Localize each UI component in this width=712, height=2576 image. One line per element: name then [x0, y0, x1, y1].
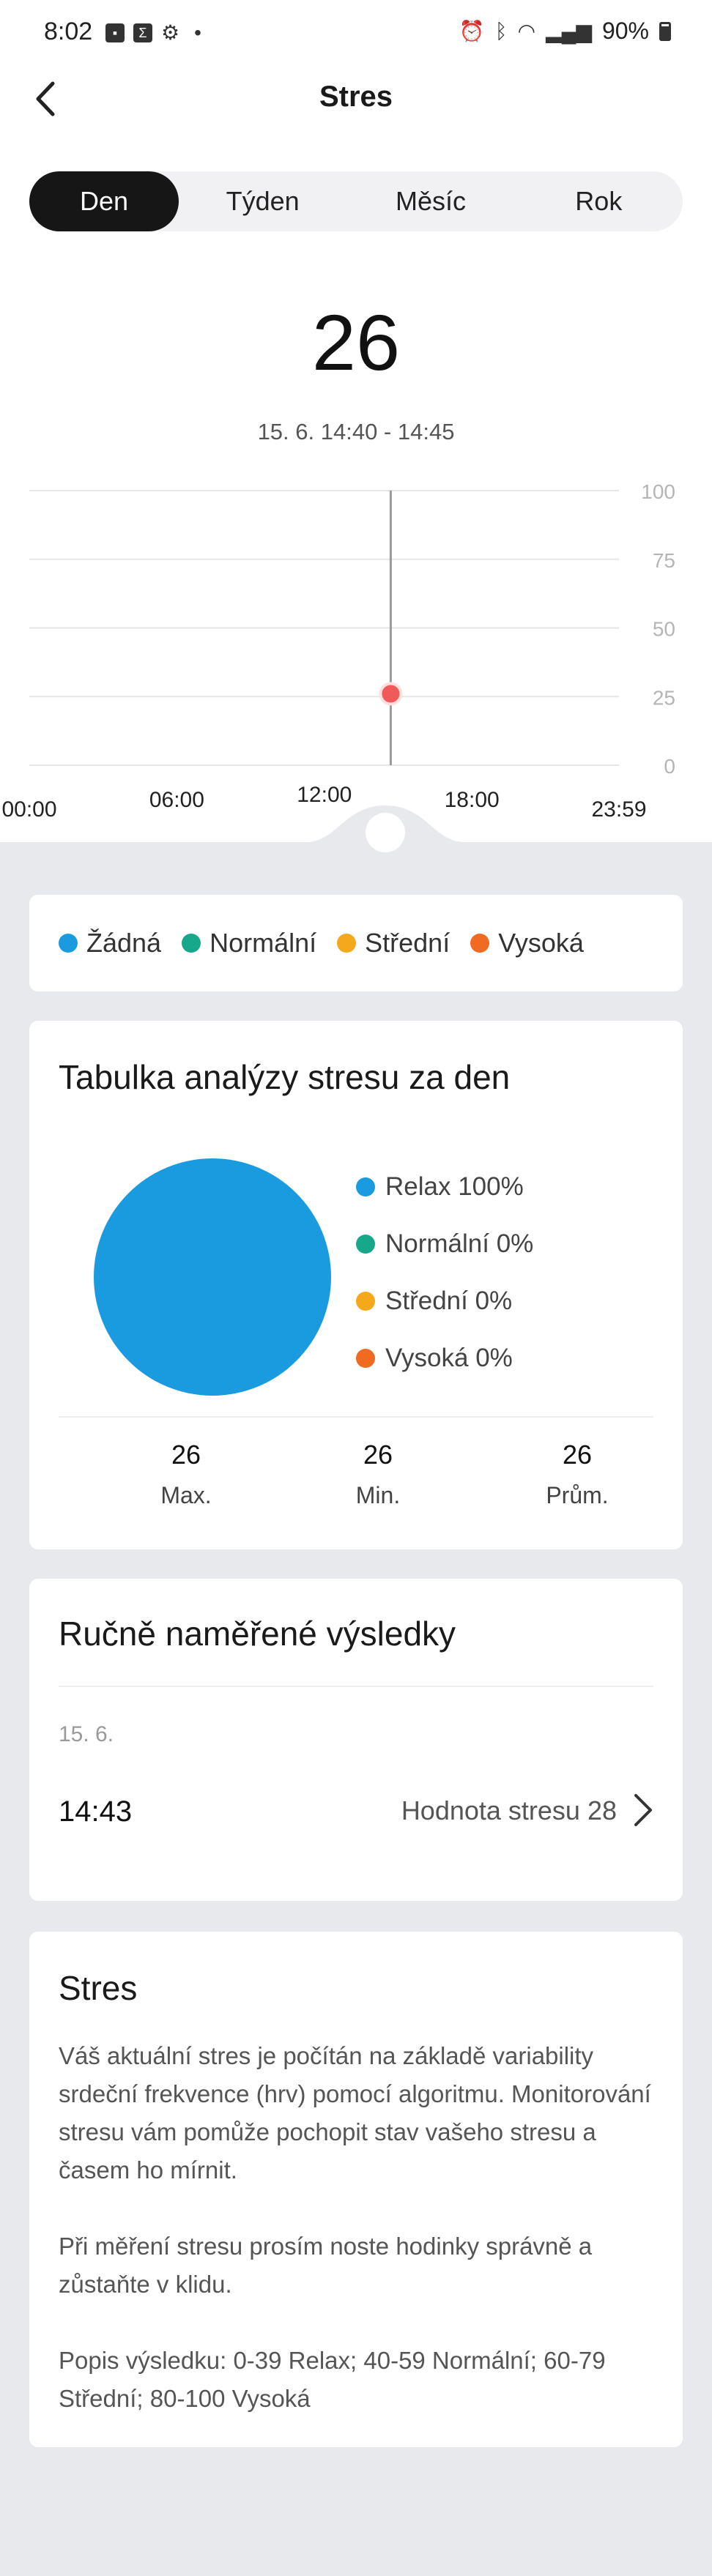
- pie-legend: Relax 100% Normální 0% Střední 0% Vysoká…: [356, 1158, 533, 1387]
- legend-dot: [182, 934, 201, 953]
- legend-item: Střední: [337, 928, 450, 958]
- x-tick-label: 06:00: [149, 788, 204, 812]
- pie-legend-dot: [356, 1292, 375, 1311]
- alarm-icon: ⏰: [459, 20, 485, 42]
- x-tick-label: 12:00: [297, 783, 352, 807]
- analysis-title: Tabulka analýzy stresu za den: [59, 1058, 511, 1096]
- legend-item: Normální: [182, 928, 316, 958]
- stress-legend: Žádná Normální Střední Vysoká: [29, 895, 683, 991]
- notification-dot: •: [194, 21, 201, 44]
- pie-legend-dot: [356, 1177, 375, 1196]
- manual-date: 15. 6.: [59, 1722, 114, 1746]
- chevron-right-icon[interactable]: [631, 1793, 653, 1828]
- stress-info-card: Stres Váš aktuální stres je počítán na z…: [29, 1932, 683, 2447]
- manual-results-card: Ručně naměřené výsledky 15. 6. 14:43 Hod…: [29, 1579, 683, 1901]
- legend-dot: [59, 934, 78, 953]
- gear-icon: ⚙: [161, 21, 180, 44]
- y-tick-label: 50: [653, 618, 675, 641]
- x-tick-label: 18:00: [445, 788, 500, 812]
- pie-legend-item: Vysoká 0%: [356, 1330, 533, 1387]
- app-header: Stres: [0, 66, 712, 132]
- y-tick-label: 75: [653, 549, 675, 572]
- pie-legend-dot: [356, 1349, 375, 1368]
- pie-legend-dot: [356, 1235, 375, 1254]
- info-text: Váš aktuální stres je počítán na základě…: [59, 2042, 651, 2412]
- stress-chart[interactable]: 100 75 50 25 0 00:00 06:00 12:00 18:00 23:59: [0, 469, 712, 857]
- stat-avg: 26 Prům.: [546, 1440, 609, 1508]
- pie-legend-item: Normální 0%: [356, 1216, 533, 1273]
- time-range: 15. 6. 14:40 - 14:45: [257, 419, 455, 444]
- signal-icon: ▂▄▆: [546, 20, 592, 42]
- chart-base-curve: [0, 805, 712, 857]
- pie-legend-item: Relax 100%: [356, 1158, 533, 1216]
- x-tick-label: 00:00: [1, 797, 56, 822]
- page-title: Stres: [319, 81, 393, 113]
- pie-slice: [94, 1158, 331, 1396]
- y-tick-label: 100: [641, 480, 675, 503]
- manual-time[interactable]: 14:43: [59, 1795, 133, 1828]
- tab-day[interactable]: Den: [29, 171, 179, 231]
- stat-min: 26 Min.: [355, 1440, 401, 1508]
- status-time: 8:02: [44, 18, 93, 45]
- top-section: [0, 0, 712, 842]
- stress-value: 26: [311, 298, 401, 387]
- time-scrubber-handle[interactable]: [366, 813, 405, 852]
- sigma-icon: Σ: [133, 23, 152, 42]
- manual-title: Ručně naměřené výsledky: [59, 1615, 456, 1653]
- legend-item: Vysoká: [470, 928, 584, 958]
- image-icon: ▪: [105, 23, 125, 42]
- battery-percent: 90%: [601, 18, 649, 44]
- legend-dot: [337, 934, 357, 953]
- pie-legend-item: Střední 0%: [356, 1273, 533, 1330]
- bluetooth-icon: ᛒ: [494, 19, 508, 42]
- y-tick-label: 0: [664, 755, 675, 778]
- legend-dot: [470, 934, 490, 953]
- tab-year[interactable]: Rok: [575, 186, 623, 216]
- data-point[interactable]: [379, 682, 403, 706]
- tab-month[interactable]: Měsíc: [395, 186, 466, 216]
- analysis-card: Tabulka analýzy stresu za den Relax 100%…: [29, 1021, 683, 1549]
- x-tick-label: 23:59: [591, 797, 646, 822]
- info-title: Stres: [59, 1969, 138, 2007]
- period-tabs: Den Týden Měsíc Rok: [29, 171, 683, 231]
- stat-max: 26 Max.: [160, 1440, 212, 1508]
- y-tick-label: 25: [653, 686, 675, 709]
- manual-value[interactable]: Hodnota stresu 28: [401, 1795, 617, 1825]
- status-bar: 8:02 ▪ Σ ⚙ • ⏰ ᛒ ◠ ▂▄▆ 90%: [0, 0, 712, 66]
- back-arrow-icon[interactable]: [29, 79, 62, 119]
- divider: [59, 1416, 653, 1418]
- tab-week[interactable]: Týden: [226, 186, 300, 216]
- battery-icon: [659, 21, 671, 41]
- stress-pie-chart: [94, 1158, 331, 1396]
- legend-item: Žádná: [59, 928, 161, 958]
- wifi-icon: ◠: [517, 20, 536, 42]
- divider: [59, 1686, 653, 1687]
